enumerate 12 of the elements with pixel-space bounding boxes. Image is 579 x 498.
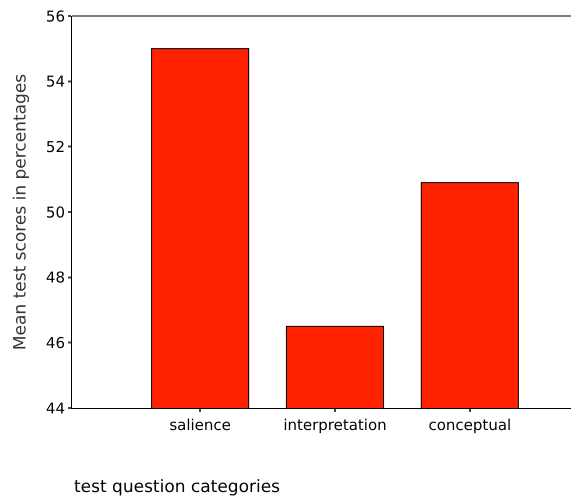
x-tick-label: conceptual: [428, 416, 512, 434]
y-tick-label: 50: [46, 203, 65, 222]
y-tick-label: 48: [46, 268, 65, 287]
y-tick-label: 56: [46, 7, 65, 26]
x-tick-label: interpretation: [283, 416, 387, 434]
x-axis-title: test question categories: [74, 477, 280, 497]
y-axis-title: Mean test scores in percentages: [10, 74, 30, 350]
y-tick-label: 54: [46, 72, 65, 91]
x-tick-label: salience: [169, 416, 231, 434]
y-tick-label: 44: [46, 399, 65, 418]
y-tick-label: 46: [46, 334, 65, 352]
y-tick-label: 52: [46, 138, 65, 156]
